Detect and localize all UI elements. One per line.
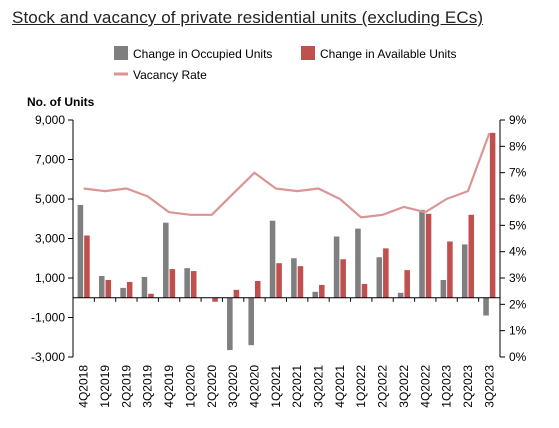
bar: [483, 297, 489, 316]
bar: [248, 297, 254, 346]
y2-tick-label: 3%: [509, 271, 527, 285]
x-tick-label: 4Q2019: [162, 365, 176, 408]
legend: Change in Occupied Units Change in Avail…: [114, 46, 457, 82]
y-tick-label: 3,000: [35, 232, 65, 246]
x-tick-label: 2Q2020: [205, 365, 219, 408]
bar: [233, 289, 240, 298]
bar: [254, 280, 261, 298]
bar: [419, 209, 425, 298]
legend-swatch-occupied: [114, 46, 128, 60]
bar: [98, 276, 105, 298]
bar: [77, 204, 84, 298]
bar: [447, 241, 453, 298]
bar: [227, 297, 233, 351]
y-tick-label: 5,000: [35, 192, 65, 206]
bar: [397, 292, 404, 298]
x-tick-label: 2Q2019: [119, 365, 133, 408]
x-tick-label: 1Q2023: [440, 365, 454, 408]
bar: [361, 283, 368, 298]
y2-tick-label: 1%: [509, 324, 527, 338]
x-tick-label: 3Q2023: [482, 365, 496, 408]
bar: [163, 222, 169, 298]
bar: [468, 214, 475, 298]
bar: [425, 213, 432, 298]
bar: [126, 281, 133, 298]
bar: [404, 270, 410, 298]
x-tick-label: 2Q2022: [376, 365, 390, 408]
y2-tick-label: 7%: [509, 166, 527, 180]
legend-swatch-available: [301, 46, 315, 60]
bar: [297, 266, 304, 298]
bar: [84, 235, 90, 298]
x-tick-label: 2Q2021: [290, 365, 304, 408]
bar: [291, 258, 297, 298]
bar: [276, 263, 282, 298]
bar: [489, 132, 496, 298]
y-tick-label: 1,000: [35, 271, 65, 285]
legend-label-available: Change in Available Units: [320, 47, 457, 61]
x-tick-label: 1Q2020: [183, 365, 197, 408]
x-tick-label: 3Q2020: [226, 365, 240, 408]
x-tick-label: 1Q2022: [354, 365, 368, 408]
x-tick-label: 4Q2020: [247, 365, 261, 408]
bar: [376, 257, 383, 298]
bar: [312, 291, 319, 298]
bar: [461, 244, 468, 298]
bar: [105, 279, 112, 298]
y2-tick-label: 6%: [509, 192, 527, 206]
y2-tick-label: 8%: [509, 139, 527, 153]
bar: [355, 228, 361, 298]
bar: [141, 277, 148, 298]
y2-tick-label: 9%: [509, 113, 527, 127]
legend-label-vacancy: Vacancy Rate: [133, 68, 207, 82]
y2-tick-label: 0%: [509, 350, 527, 364]
bar: [333, 236, 340, 298]
y-tick-label: -1,000: [31, 311, 65, 325]
vacancy-rate-line: [83, 132, 491, 219]
x-tick-label: 4Q2018: [77, 365, 91, 408]
bar: [190, 271, 197, 298]
y2-tick-label: 5%: [509, 218, 527, 232]
bar: [383, 248, 389, 298]
x-tick-label: 3Q2021: [312, 365, 326, 408]
bar: [148, 293, 154, 298]
x-tick-label: 1Q2019: [98, 365, 112, 408]
bar: [440, 279, 447, 298]
bar: [269, 220, 276, 298]
y-tick-label: 9,000: [35, 113, 65, 127]
chart-title: Stock and vacancy of private residential…: [12, 8, 484, 27]
bar: [120, 287, 126, 298]
y-axis-title: No. of Units: [27, 95, 95, 109]
y-tick-label: -3,000: [31, 350, 65, 364]
x-tick-label: 3Q2019: [141, 365, 155, 408]
bar: [184, 268, 190, 298]
bar: [340, 259, 346, 298]
x-tick-label: 2Q2023: [461, 365, 475, 408]
y2-tick-label: 2%: [509, 297, 527, 311]
y-tick-label: 7,000: [35, 153, 65, 167]
x-tick-label: 4Q2022: [418, 365, 432, 408]
x-tick-label: 3Q2022: [397, 365, 411, 408]
legend-label-occupied: Change in Occupied Units: [133, 47, 272, 61]
bar: [319, 284, 325, 298]
plot-area: 9,000 7,000 5,000 3,000 1,000 -1,000 -3,000 9% 8…: [31, 113, 527, 408]
x-tick-label: 1Q2021: [269, 365, 283, 408]
y2-tick-label: 4%: [509, 245, 527, 259]
bar: [169, 269, 176, 298]
x-tick-label: 4Q2021: [333, 365, 347, 408]
bar: [212, 297, 218, 302]
